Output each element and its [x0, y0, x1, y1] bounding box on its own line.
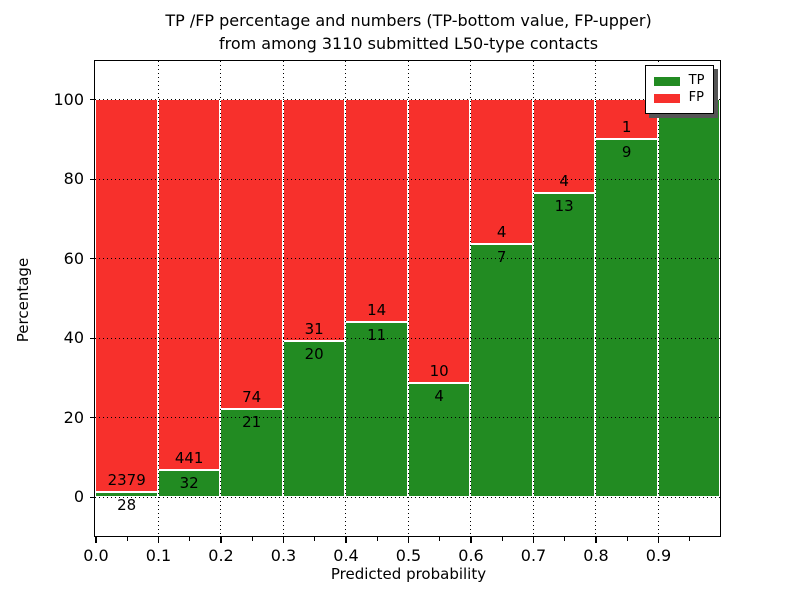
fp-count-label: 14 [367, 300, 387, 319]
tp-count-label: 21 [242, 412, 262, 431]
fp-count-label: 4 [559, 171, 569, 190]
v-gridline [220, 61, 222, 537]
tp-count-label: 11 [367, 325, 387, 344]
legend-row: TP [653, 73, 705, 89]
x-major-tick [345, 537, 347, 543]
tp-count-label: 13 [554, 196, 574, 215]
x-tick-label: 0.3 [270, 546, 297, 565]
fp-count-label: 31 [304, 319, 324, 338]
y-major-tick [90, 337, 96, 339]
x-minor-tick [376, 537, 378, 541]
y-axis-label: Percentage [14, 257, 32, 343]
v-gridline [595, 61, 597, 537]
x-minor-tick [689, 537, 691, 541]
fp-count-label: 1 [621, 117, 632, 136]
x-major-tick [220, 537, 222, 543]
bar-segment-fp [407, 99, 471, 384]
bar-segment-fp [220, 99, 283, 409]
bar-segment-fp [282, 99, 346, 341]
y-major-tick [90, 496, 96, 498]
bar-segment-tp [282, 340, 346, 497]
fp-count-label: 74 [242, 387, 262, 406]
legend-row: FP [653, 90, 705, 106]
x-minor-tick [564, 537, 566, 541]
tp-count-label: 20 [304, 344, 324, 363]
bar-segment-tp [345, 321, 408, 497]
x-major-tick [532, 537, 535, 543]
y-tick-label: 60 [63, 248, 84, 268]
legend-label-tp: TP [688, 73, 705, 89]
fp-count-label: 4 [496, 222, 507, 241]
x-minor-tick [501, 537, 503, 541]
x-tick-label: 0.5 [395, 546, 422, 565]
v-gridline [345, 61, 347, 537]
bar-segment-fp [157, 99, 221, 470]
x-tick-label: 0.9 [645, 546, 672, 565]
bar-segment-tp [470, 243, 533, 497]
x-tick-label: 0.8 [583, 546, 609, 565]
bar-segment-tp [595, 138, 658, 497]
x-major-tick [595, 537, 597, 543]
fp-count-label: 441 [174, 448, 204, 467]
chart-title-line1: TP /FP percentage and numbers (TP-bottom… [165, 11, 652, 30]
tp-count-label: 28 [117, 496, 137, 515]
bar-segment-tp [657, 99, 721, 497]
x-tick-label: 0.1 [145, 546, 172, 565]
x-tick-label: 0.0 [83, 546, 109, 565]
x-minor-tick [314, 537, 316, 541]
legend: TP FP [644, 65, 715, 115]
x-major-tick [95, 537, 97, 543]
bar-segment-tp [220, 408, 283, 497]
x-axis-label: Predicted probability [330, 565, 487, 583]
y-tick-label: 20 [63, 407, 84, 427]
y-tick-label: 0 [73, 487, 84, 507]
v-gridline [157, 61, 159, 537]
tp-count-label: 9 [621, 142, 632, 161]
x-minor-tick [439, 537, 441, 541]
fp-count-label: 2379 [107, 471, 146, 490]
fp-count-label: 10 [429, 362, 449, 381]
v-gridline [532, 61, 534, 537]
bar-segment-tp [532, 192, 596, 497]
bar-segment-fp [95, 99, 158, 493]
x-minor-tick [251, 537, 253, 541]
y-major-tick [90, 258, 96, 260]
y-major-tick [90, 417, 96, 419]
v-gridline [282, 61, 284, 537]
y-major-tick [90, 178, 96, 180]
legend-swatch-tp [653, 76, 680, 86]
x-minor-tick [189, 537, 191, 541]
bar-segment-fp [345, 99, 408, 322]
x-major-tick [282, 537, 285, 543]
y-tick-label: 40 [63, 328, 84, 348]
v-gridline [470, 61, 472, 537]
x-tick-label: 0.4 [333, 546, 359, 565]
chart-title-line2: from among 3110 submitted L50-type conta… [218, 34, 599, 53]
x-minor-tick [626, 537, 628, 541]
bar-segment-fp [532, 99, 596, 193]
y-tick-label: 100 [53, 89, 84, 109]
tp-count-label: 32 [179, 473, 199, 492]
x-tick-label: 0.2 [208, 546, 234, 565]
v-gridline [407, 61, 409, 537]
bar-segment-tp [95, 492, 158, 497]
legend-label-fp: FP [688, 90, 704, 106]
y-tick-label: 80 [63, 169, 84, 189]
x-major-tick [407, 537, 410, 543]
x-major-tick [470, 537, 472, 543]
chart-title: TP /FP percentage and numbers (TP-bottom… [96, 9, 721, 55]
x-major-tick [657, 537, 660, 543]
x-tick-label: 0.7 [520, 546, 547, 565]
x-major-tick [157, 537, 160, 543]
tp-count-label: 4 [434, 387, 444, 406]
x-minor-tick [126, 537, 128, 541]
v-gridline [657, 61, 659, 537]
x-tick-label: 0.6 [458, 546, 484, 565]
legend-swatch-fp [653, 93, 680, 103]
y-major-tick [90, 99, 96, 101]
tp-count-label: 7 [496, 247, 507, 266]
bar-segment-fp [470, 99, 533, 244]
